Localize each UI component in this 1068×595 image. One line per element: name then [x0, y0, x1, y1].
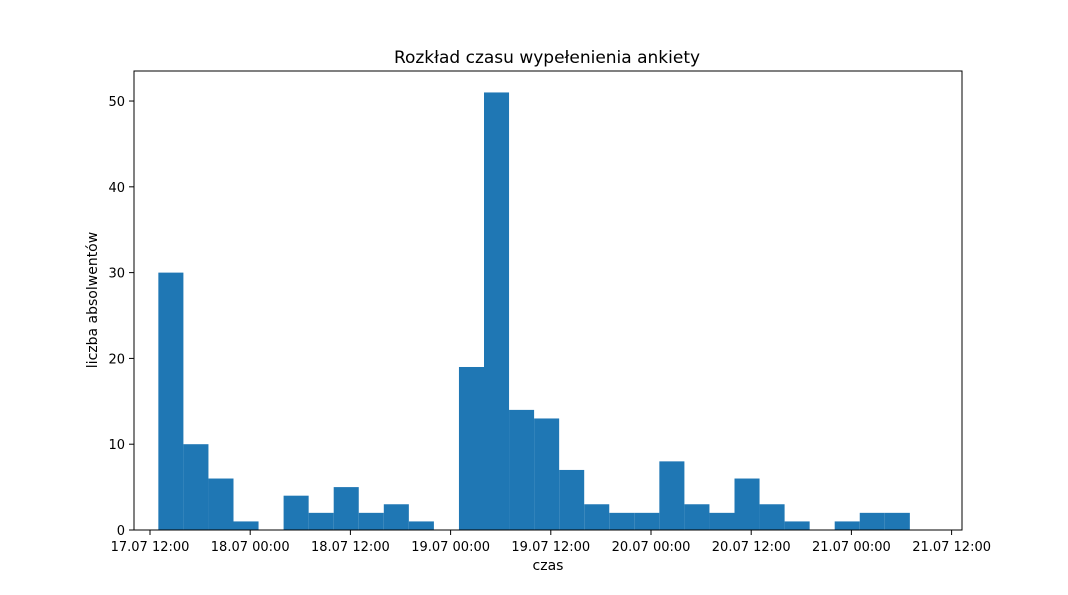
- x-axis-ticks: 17.07 12:00 18.07 00:00 18.07 12:00 19.07 0…: [111, 530, 991, 555]
- x-tick-label-2: 18.07 12:00: [311, 540, 390, 555]
- bar-23: [734, 478, 760, 530]
- x-tick-label-8: 21.07 12:00: [912, 540, 991, 555]
- y-tick-label-0: 0: [117, 524, 125, 539]
- bar-28: [859, 512, 885, 530]
- bar-14: [509, 409, 535, 530]
- bar-6: [308, 512, 334, 530]
- bar-15: [534, 418, 560, 530]
- y-tick-label-1: 10: [108, 438, 125, 453]
- bar-2: [208, 478, 234, 530]
- y-tick-label-3: 30: [108, 267, 125, 282]
- bar-8: [358, 512, 384, 530]
- y-tick-label-5: 50: [108, 95, 125, 110]
- y-axis-ticks: 0 10 20 30 40 50: [108, 95, 134, 539]
- bar-1: [183, 444, 209, 530]
- plot-frame: [133, 70, 963, 531]
- bar-27: [834, 521, 860, 530]
- bar-29: [884, 512, 910, 530]
- x-tick-label-7: 21.07 00:00: [812, 540, 891, 555]
- bar-5: [283, 495, 309, 530]
- bar-0: [158, 272, 184, 530]
- x-tick-label-4: 19.07 12:00: [511, 540, 590, 555]
- x-axis-label: czas: [533, 558, 564, 574]
- bar-13: [484, 92, 510, 530]
- y-tick-label-2: 20: [108, 352, 125, 367]
- x-tick-label-1: 18.07 00:00: [211, 540, 290, 555]
- bar-20: [659, 461, 685, 530]
- y-axis-label: liczba absolwentów: [85, 232, 101, 368]
- bar-3: [233, 521, 259, 530]
- x-tick-label-0: 17.07 12:00: [111, 540, 190, 555]
- bar-7: [333, 487, 359, 530]
- bar-21: [684, 504, 710, 530]
- bar-12: [458, 366, 484, 530]
- x-tick-label-3: 19.07 00:00: [411, 540, 490, 555]
- y-tick-label-4: 40: [108, 181, 125, 196]
- chart-title: Rozkład czasu wypełenienia ankiety: [394, 48, 700, 68]
- bar-18: [609, 512, 635, 530]
- bar-9: [383, 504, 409, 530]
- x-tick-label-6: 20.07 12:00: [712, 540, 791, 555]
- bar-19: [634, 512, 660, 530]
- bar-17: [584, 504, 610, 530]
- bar-16: [559, 469, 585, 530]
- bar-24: [759, 504, 785, 530]
- bar-10: [408, 521, 434, 530]
- x-tick-label-5: 20.07 00:00: [612, 540, 691, 555]
- bar-22: [709, 512, 735, 530]
- bars-group: [158, 92, 910, 530]
- bar-25: [784, 521, 810, 530]
